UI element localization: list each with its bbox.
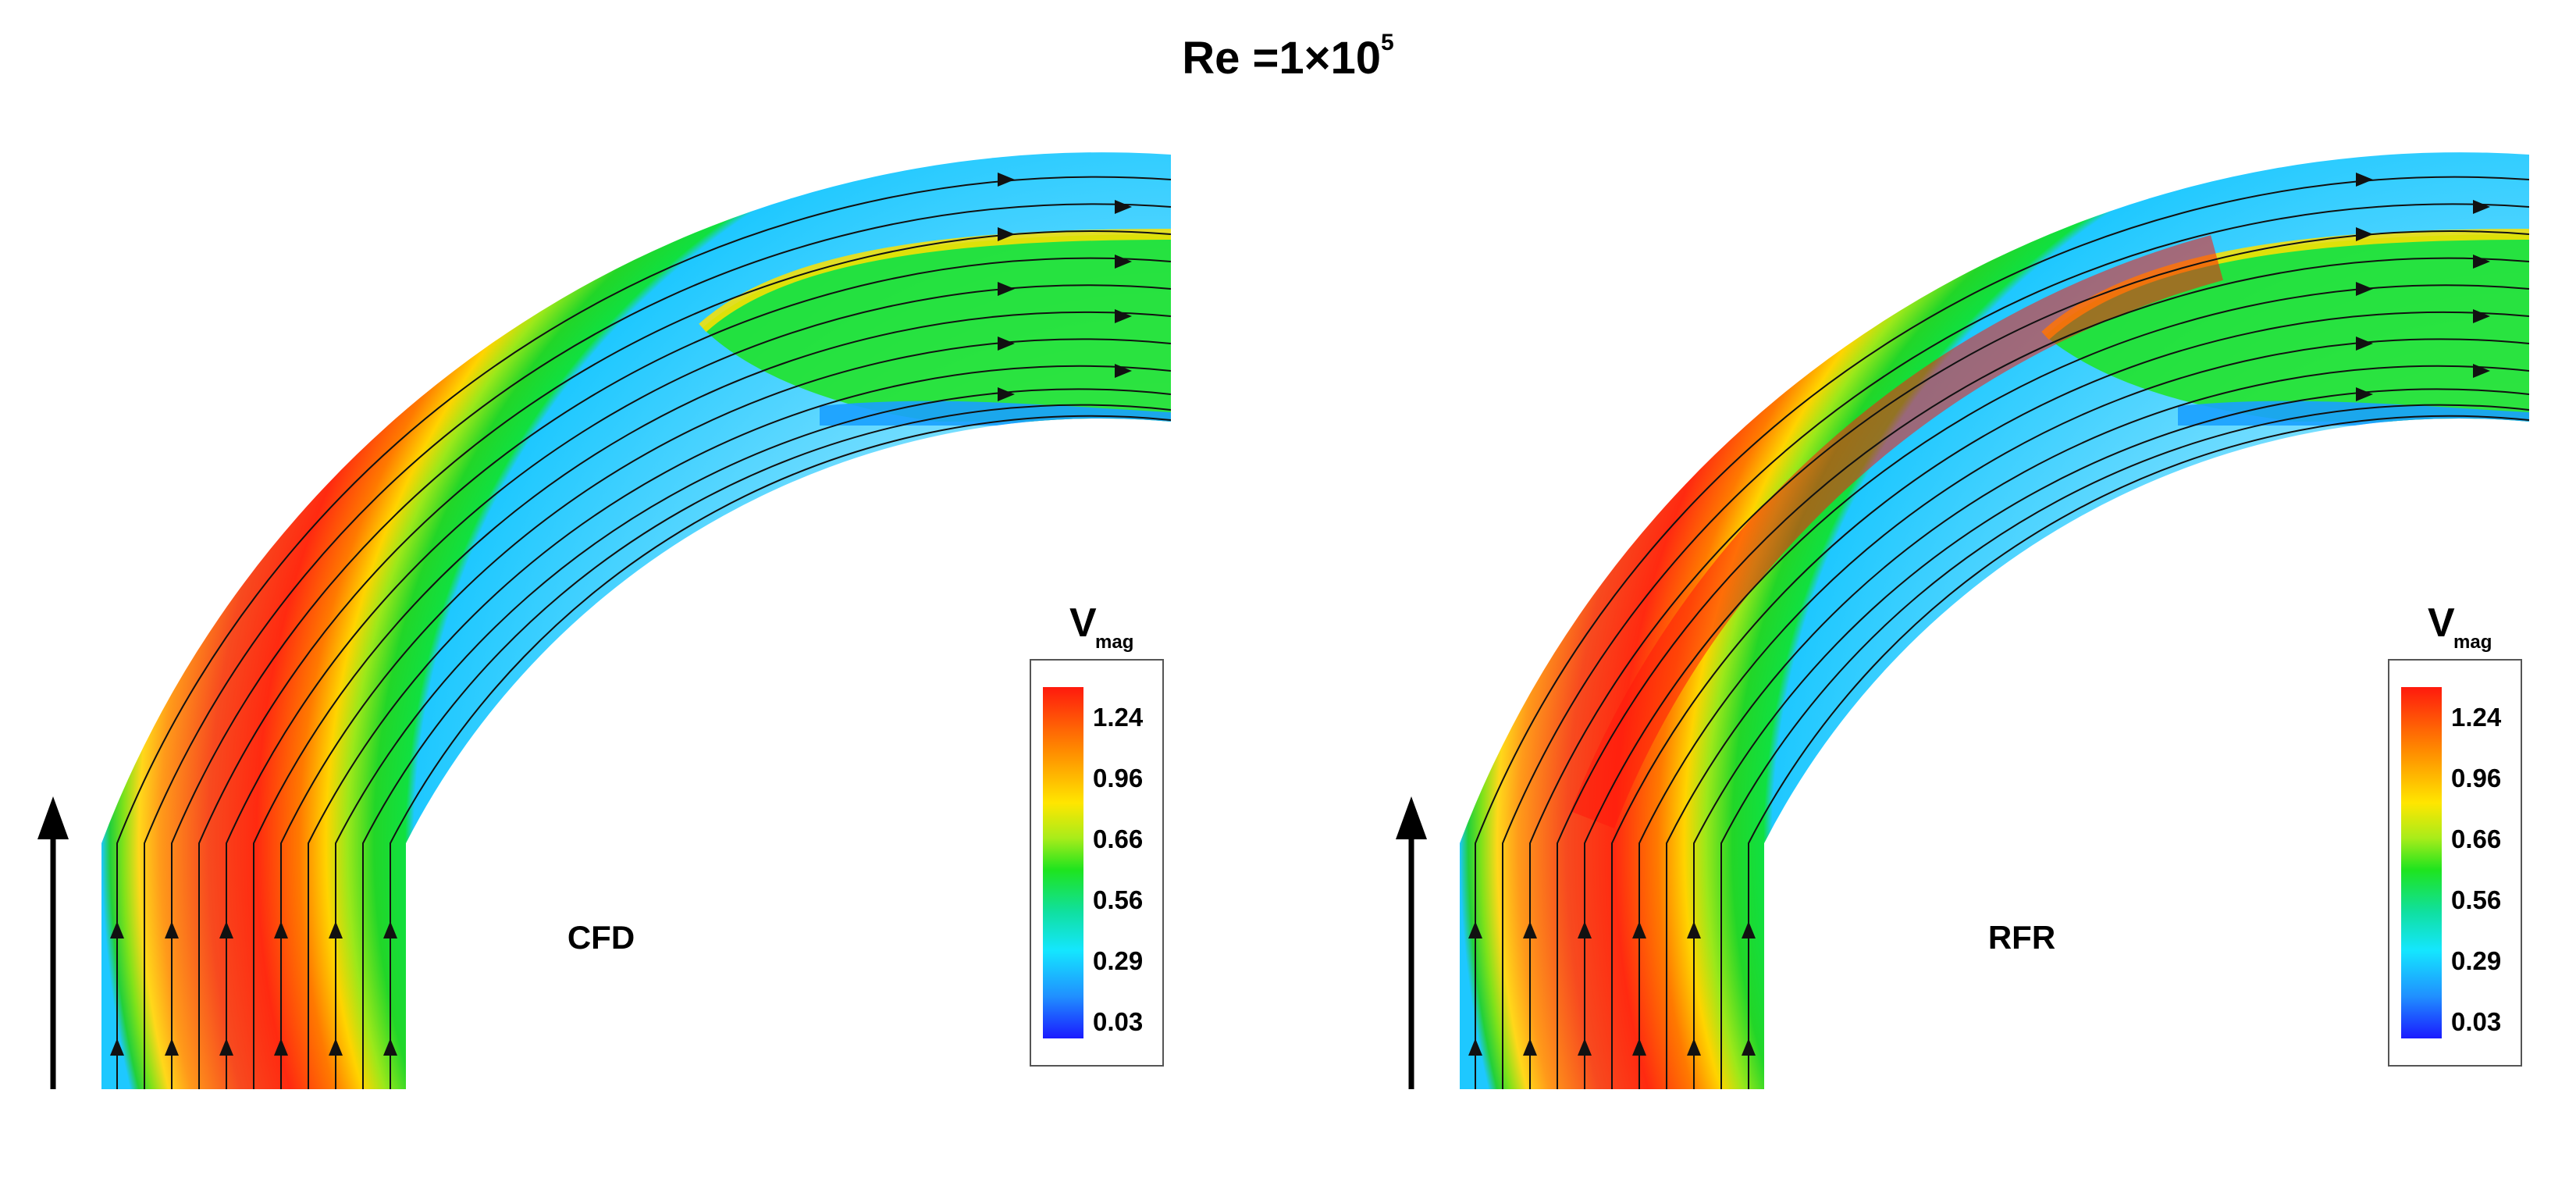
panel-rfr: RFR V mag 1.24 0.96 0.66 0.56 0.29 0.03 bbox=[1396, 152, 2529, 1090]
streamlines-cfd bbox=[116, 176, 1171, 1089]
tick-label: 0.66 bbox=[1093, 825, 1143, 853]
tick-label: 0.56 bbox=[1093, 885, 1143, 914]
tick-label: 0.03 bbox=[2451, 1007, 2501, 1036]
panel-label-rfr: RFR bbox=[1988, 919, 2055, 956]
tick-label: 0.96 bbox=[1093, 764, 1143, 792]
streamlines-rfr bbox=[1475, 176, 2529, 1089]
colorbar-cfd: V mag 1.24 0.96 0.66 0.56 0.29 0.03 bbox=[1030, 600, 1164, 1067]
tick-label: 0.66 bbox=[2451, 825, 2501, 853]
panel-cfd: CFD V mag 1.24 0.96 0.66 0.56 0.29 0.03 bbox=[37, 152, 1171, 1090]
colorbar-ramp-rfr bbox=[2401, 687, 2442, 1038]
tick-label: 0.96 bbox=[2451, 764, 2501, 792]
flow-markers-rfr bbox=[1468, 173, 2490, 1056]
tick-label: 0.56 bbox=[2451, 885, 2501, 914]
colorbar-ramp-cfd bbox=[1043, 687, 1083, 1038]
flow-markers-cfd bbox=[110, 173, 1132, 1056]
colorbar-rfr: V mag 1.24 0.96 0.66 0.56 0.29 0.03 bbox=[2388, 600, 2522, 1067]
tick-label: 0.29 bbox=[1093, 946, 1143, 975]
colorbar-subtitle-cfd: mag bbox=[1095, 632, 1133, 653]
outlet-recirculation-rfr bbox=[1571, 229, 2529, 828]
tick-label: 0.29 bbox=[2451, 946, 2501, 975]
title-prefix: Re =1×10 bbox=[1182, 33, 1382, 84]
figure-title: Re =1×105 bbox=[0, 30, 2576, 84]
colorbar-title-cfd: V bbox=[1069, 600, 1097, 646]
panel-label-cfd: CFD bbox=[568, 919, 635, 956]
title-exponent: 5 bbox=[1381, 30, 1394, 55]
colorbar-subtitle-rfr: mag bbox=[2453, 632, 2492, 653]
colorbar-title-rfr: V bbox=[2428, 600, 2455, 646]
inlet-arrow-rfr bbox=[1396, 796, 1427, 1089]
tick-label: 1.24 bbox=[1093, 703, 1144, 732]
inlet-arrow-cfd bbox=[37, 796, 69, 1089]
tick-label: 0.03 bbox=[1093, 1007, 1143, 1036]
tick-label: 1.24 bbox=[2451, 703, 2502, 732]
